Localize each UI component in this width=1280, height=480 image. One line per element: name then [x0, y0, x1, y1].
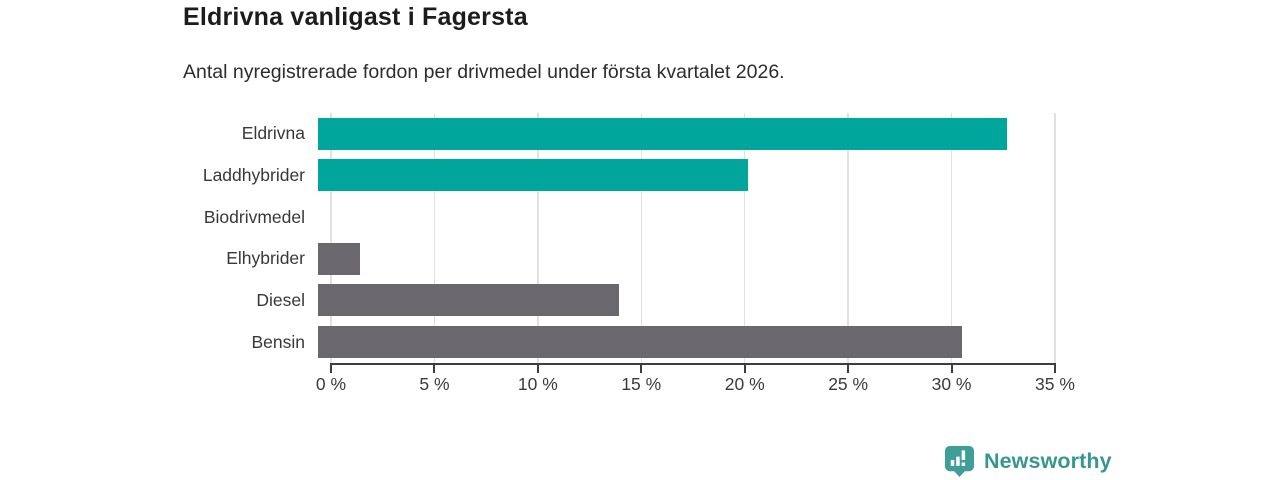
- axis-tick-label: 25 %: [828, 374, 869, 394]
- axis-tick-label: 15 %: [621, 374, 662, 394]
- bar-track: [318, 196, 1055, 238]
- axis-tick: [743, 365, 746, 373]
- bar-track: [318, 321, 1055, 363]
- gridline: [330, 113, 332, 363]
- newsworthy-logo: Newsworthy: [944, 445, 1112, 478]
- axis-tick: [847, 365, 850, 373]
- gridline: [743, 113, 746, 363]
- axis-tick: [1054, 365, 1056, 373]
- chart-subtitle: Antal nyregistrerade fordon per drivmede…: [183, 61, 785, 83]
- category-label: Bensin: [251, 331, 305, 352]
- gridline: [950, 113, 953, 363]
- chart-row: Eldrivna: [160, 113, 1055, 155]
- gridline: [847, 113, 849, 363]
- axis-tick-label: 30 %: [931, 374, 972, 394]
- bar-track: [318, 113, 1055, 155]
- chart-row: Biodrivmedel: [160, 196, 1055, 238]
- bar-diesel: [318, 284, 620, 317]
- gridline: [640, 113, 643, 363]
- chart-rows: Eldrivna Laddhybrider Biodrivmedel Elhybrid…: [160, 113, 1055, 363]
- axis-tick: [433, 365, 436, 373]
- category-label: Diesel: [256, 289, 305, 310]
- gridline: [433, 113, 436, 363]
- axis-tick-label: 10 %: [517, 374, 558, 394]
- axis-tick: [536, 365, 539, 373]
- bar-track: [318, 238, 1055, 280]
- axis-tick: [330, 365, 332, 373]
- newsworthy-brand-icon: [944, 446, 975, 477]
- bar-elhybrider: [318, 242, 361, 275]
- chart-title: Eldrivna vanligast i Fagersta: [183, 3, 528, 31]
- bar-bensin: [318, 326, 963, 359]
- gridline: [537, 113, 539, 363]
- category-label: Laddhybrider: [202, 164, 305, 185]
- plot-area: Eldrivna Laddhybrider Biodrivmedel Elhybrid…: [203, 113, 1056, 363]
- gridlines: [330, 113, 1056, 363]
- bar-track: [318, 280, 1055, 322]
- category-label: Eldrivna: [241, 123, 305, 144]
- category-label: Biodrivmedel: [203, 206, 305, 227]
- chart-row: Elhybrider: [160, 238, 1055, 280]
- chart-row: Diesel: [160, 280, 1055, 322]
- x-axis-line: [330, 363, 1056, 365]
- chart-row: Laddhybrider: [160, 155, 1055, 197]
- gridline: [1054, 113, 1056, 363]
- axis-tick-label: 0 %: [315, 374, 347, 394]
- axis-tick-label: 35 %: [1035, 374, 1075, 394]
- axis-tick: [640, 365, 643, 373]
- newsworthy-brand-text: Newsworthy: [984, 449, 1112, 473]
- bar-laddhybrider: [318, 159, 748, 192]
- axis-tick-label: 5 %: [419, 374, 450, 394]
- axis-tick-label: 20 %: [724, 374, 765, 394]
- bar-eldrivna: [318, 117, 1007, 150]
- chart-row: Bensin: [160, 321, 1055, 363]
- category-label: Elhybrider: [226, 248, 305, 269]
- bar-track: [318, 155, 1055, 197]
- axis-tick: [950, 365, 953, 373]
